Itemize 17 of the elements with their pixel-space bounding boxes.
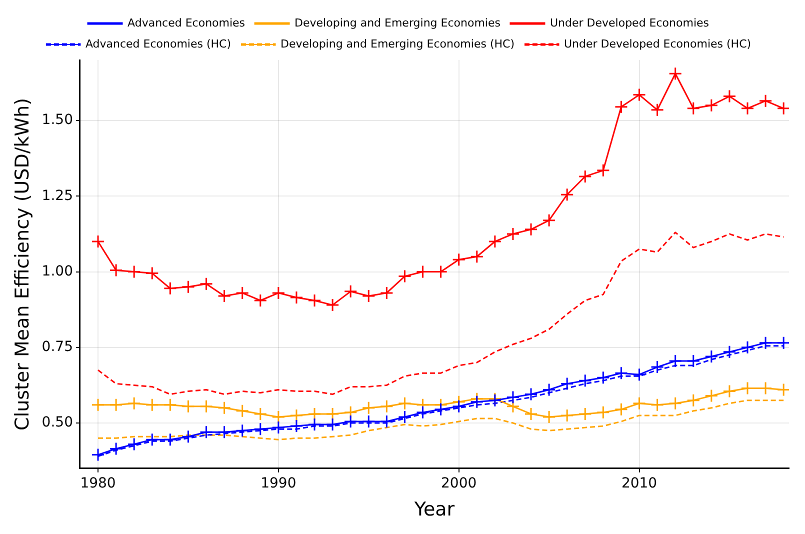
legend-label: Under Developed Economies	[550, 16, 710, 30]
x-tick-label: 1980	[80, 475, 116, 492]
x-tick-label: 1990	[260, 475, 296, 492]
y-axis-title: Cluster Mean Efficiency (USD/kWh)	[11, 98, 34, 430]
y-tick-label: 0.50	[42, 414, 73, 431]
y-tick-label: 0.75	[42, 339, 73, 356]
x-tick-label: 2000	[441, 475, 477, 492]
x-axis-title: Year	[413, 498, 455, 521]
y-tick-label: 1.25	[42, 188, 73, 204]
legend-label: Developing and Emerging Economies (HC)	[280, 37, 514, 50]
legend-label: Under Developed Economies (HC)	[564, 37, 752, 50]
legend-label: Developing and Emerging Economies	[294, 16, 501, 30]
x-tick-label: 2010	[621, 475, 658, 492]
y-tick-label: 1.50	[42, 112, 73, 128]
legend-label: Advanced Economies (HC)	[85, 37, 232, 50]
legend-label: Advanced Economies	[128, 16, 246, 30]
y-tick-label: 1.00	[42, 263, 73, 280]
